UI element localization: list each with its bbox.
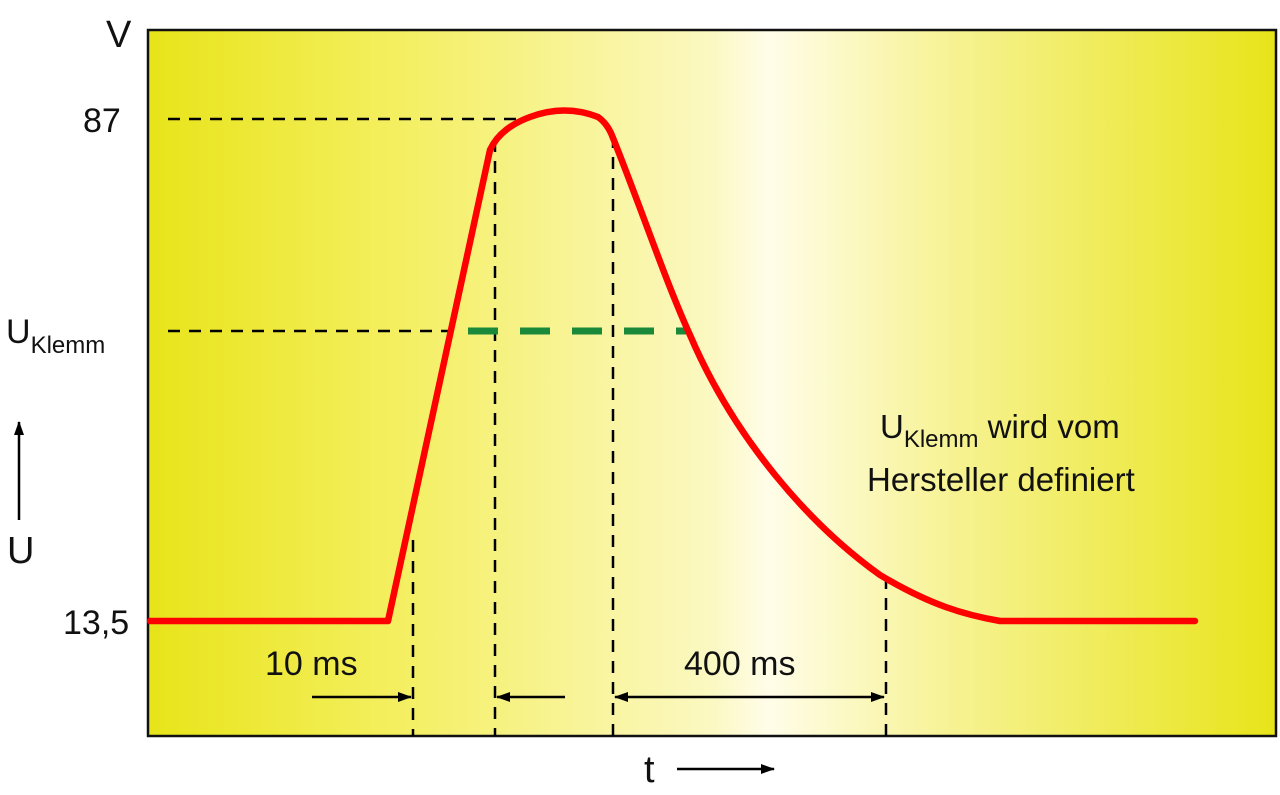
y-unit-label: V (106, 14, 132, 56)
base-value-label: 13,5 (63, 604, 129, 642)
note-line-2: Hersteller definiert (867, 461, 1135, 498)
clamp-level-label: UKlemm (6, 313, 105, 359)
x-axis-label: t (644, 749, 655, 791)
peak-value-label: 87 (83, 102, 121, 140)
note-line-1: UKlemm wird vom (880, 408, 1120, 453)
voltage-curve (146, 107, 1199, 625)
y-axis-label: U (7, 530, 34, 572)
decay-duration-label: 400 ms (684, 645, 796, 683)
rise-duration-label: 10 ms (265, 645, 358, 683)
